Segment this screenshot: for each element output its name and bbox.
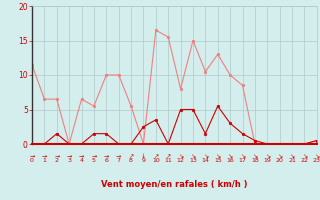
Text: ↘: ↘ [215, 154, 220, 159]
Text: →: → [91, 154, 97, 159]
Text: ↘: ↘ [289, 154, 295, 159]
Text: ↗: ↗ [128, 154, 134, 159]
Text: ↗: ↗ [165, 154, 171, 159]
Text: ↘: ↘ [265, 154, 270, 159]
Text: →: → [42, 154, 47, 159]
Text: ↘: ↘ [314, 154, 319, 159]
Text: ↗: ↗ [153, 154, 158, 159]
Text: ↘: ↘ [203, 154, 208, 159]
Text: →: → [104, 154, 109, 159]
Text: ↓: ↓ [141, 154, 146, 159]
X-axis label: Vent moyen/en rafales ( km/h ): Vent moyen/en rafales ( km/h ) [101, 180, 248, 189]
Text: →: → [79, 154, 84, 159]
Text: ↘: ↘ [240, 154, 245, 159]
Text: ↘: ↘ [252, 154, 258, 159]
Text: →: → [116, 154, 121, 159]
Text: ↘: ↘ [178, 154, 183, 159]
Text: ↘: ↘ [190, 154, 196, 159]
Text: ↘: ↘ [302, 154, 307, 159]
Text: →: → [29, 154, 35, 159]
Text: →: → [67, 154, 72, 159]
Text: ↘: ↘ [277, 154, 282, 159]
Text: →: → [54, 154, 60, 159]
Text: ↘: ↘ [228, 154, 233, 159]
